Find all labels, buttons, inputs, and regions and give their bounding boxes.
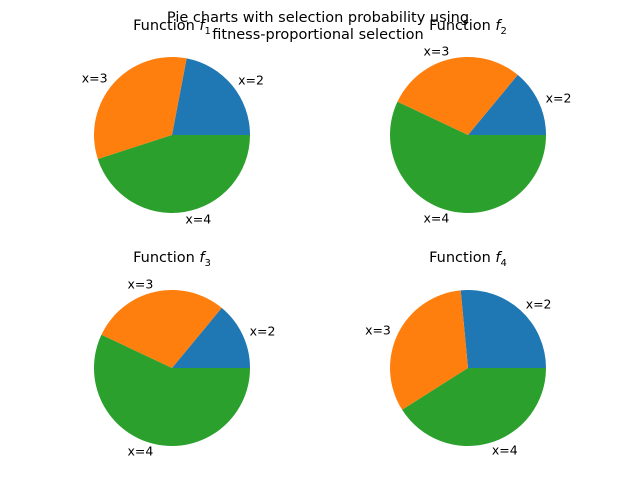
pie-1-slice-x=3 (94, 56, 187, 160)
pie-4-label-x=2: x=2 (526, 297, 552, 312)
pie-3-label-x=4: x=4 (127, 444, 153, 459)
pie-1-slice-x=4 (97, 135, 250, 213)
pie-1-label-x=2: x=2 (238, 72, 264, 87)
pie-3-label-x=3: x=3 (127, 276, 153, 291)
pie-2-label-x=3: x=3 (423, 43, 449, 58)
pie-4-label-x=3: x=3 (365, 322, 391, 337)
pie-2-slice-x=2 (468, 74, 546, 135)
pie-4-label-x=4: x=4 (492, 442, 518, 457)
pie-3-slice-x=4 (93, 334, 250, 446)
pie-3-slice-x=2 (172, 307, 250, 368)
figure-suptitle-line-1: Pie charts with selection probability us… (167, 10, 469, 26)
pie-2-label-x=2: x=2 (546, 91, 572, 106)
pie-4-slice-x=3 (390, 290, 468, 410)
pie-1-label-x=3: x=3 (82, 70, 108, 85)
pie-title-4: Function f4 (429, 250, 507, 269)
figure-suptitle-line-2: fitness-proportional selection (212, 27, 424, 43)
pie-2-slice-x=4 (389, 101, 546, 213)
pie-chart-1: Function f1 x=2 x=3 x=4 (82, 18, 264, 227)
pie-4-slice-x=4 (402, 368, 546, 446)
pie-title-2: Function f2 (429, 18, 507, 37)
pie-title-1: Function f1 (133, 18, 211, 37)
pie-4-slice-x=2 (460, 290, 546, 368)
pie-chart-4: Function f4 x=2 x=3 x=4 (365, 250, 551, 457)
pie-1-slice-x=2 (172, 58, 251, 135)
pie-title-3: Function f3 (133, 250, 211, 269)
pie-3-label-x=2: x=2 (250, 324, 276, 339)
pie-2-label-x=4: x=4 (423, 211, 449, 226)
pie-chart-3: Function f3 x=2 x=3 x=4 (93, 250, 276, 459)
pie-chart-2: Function f2 x=2 x=3 x=4 (389, 18, 572, 226)
pie-3-slice-x=3 (101, 289, 222, 368)
pie-1-label-x=4: x=4 (185, 212, 211, 227)
pie-2-slice-x=3 (397, 56, 518, 135)
